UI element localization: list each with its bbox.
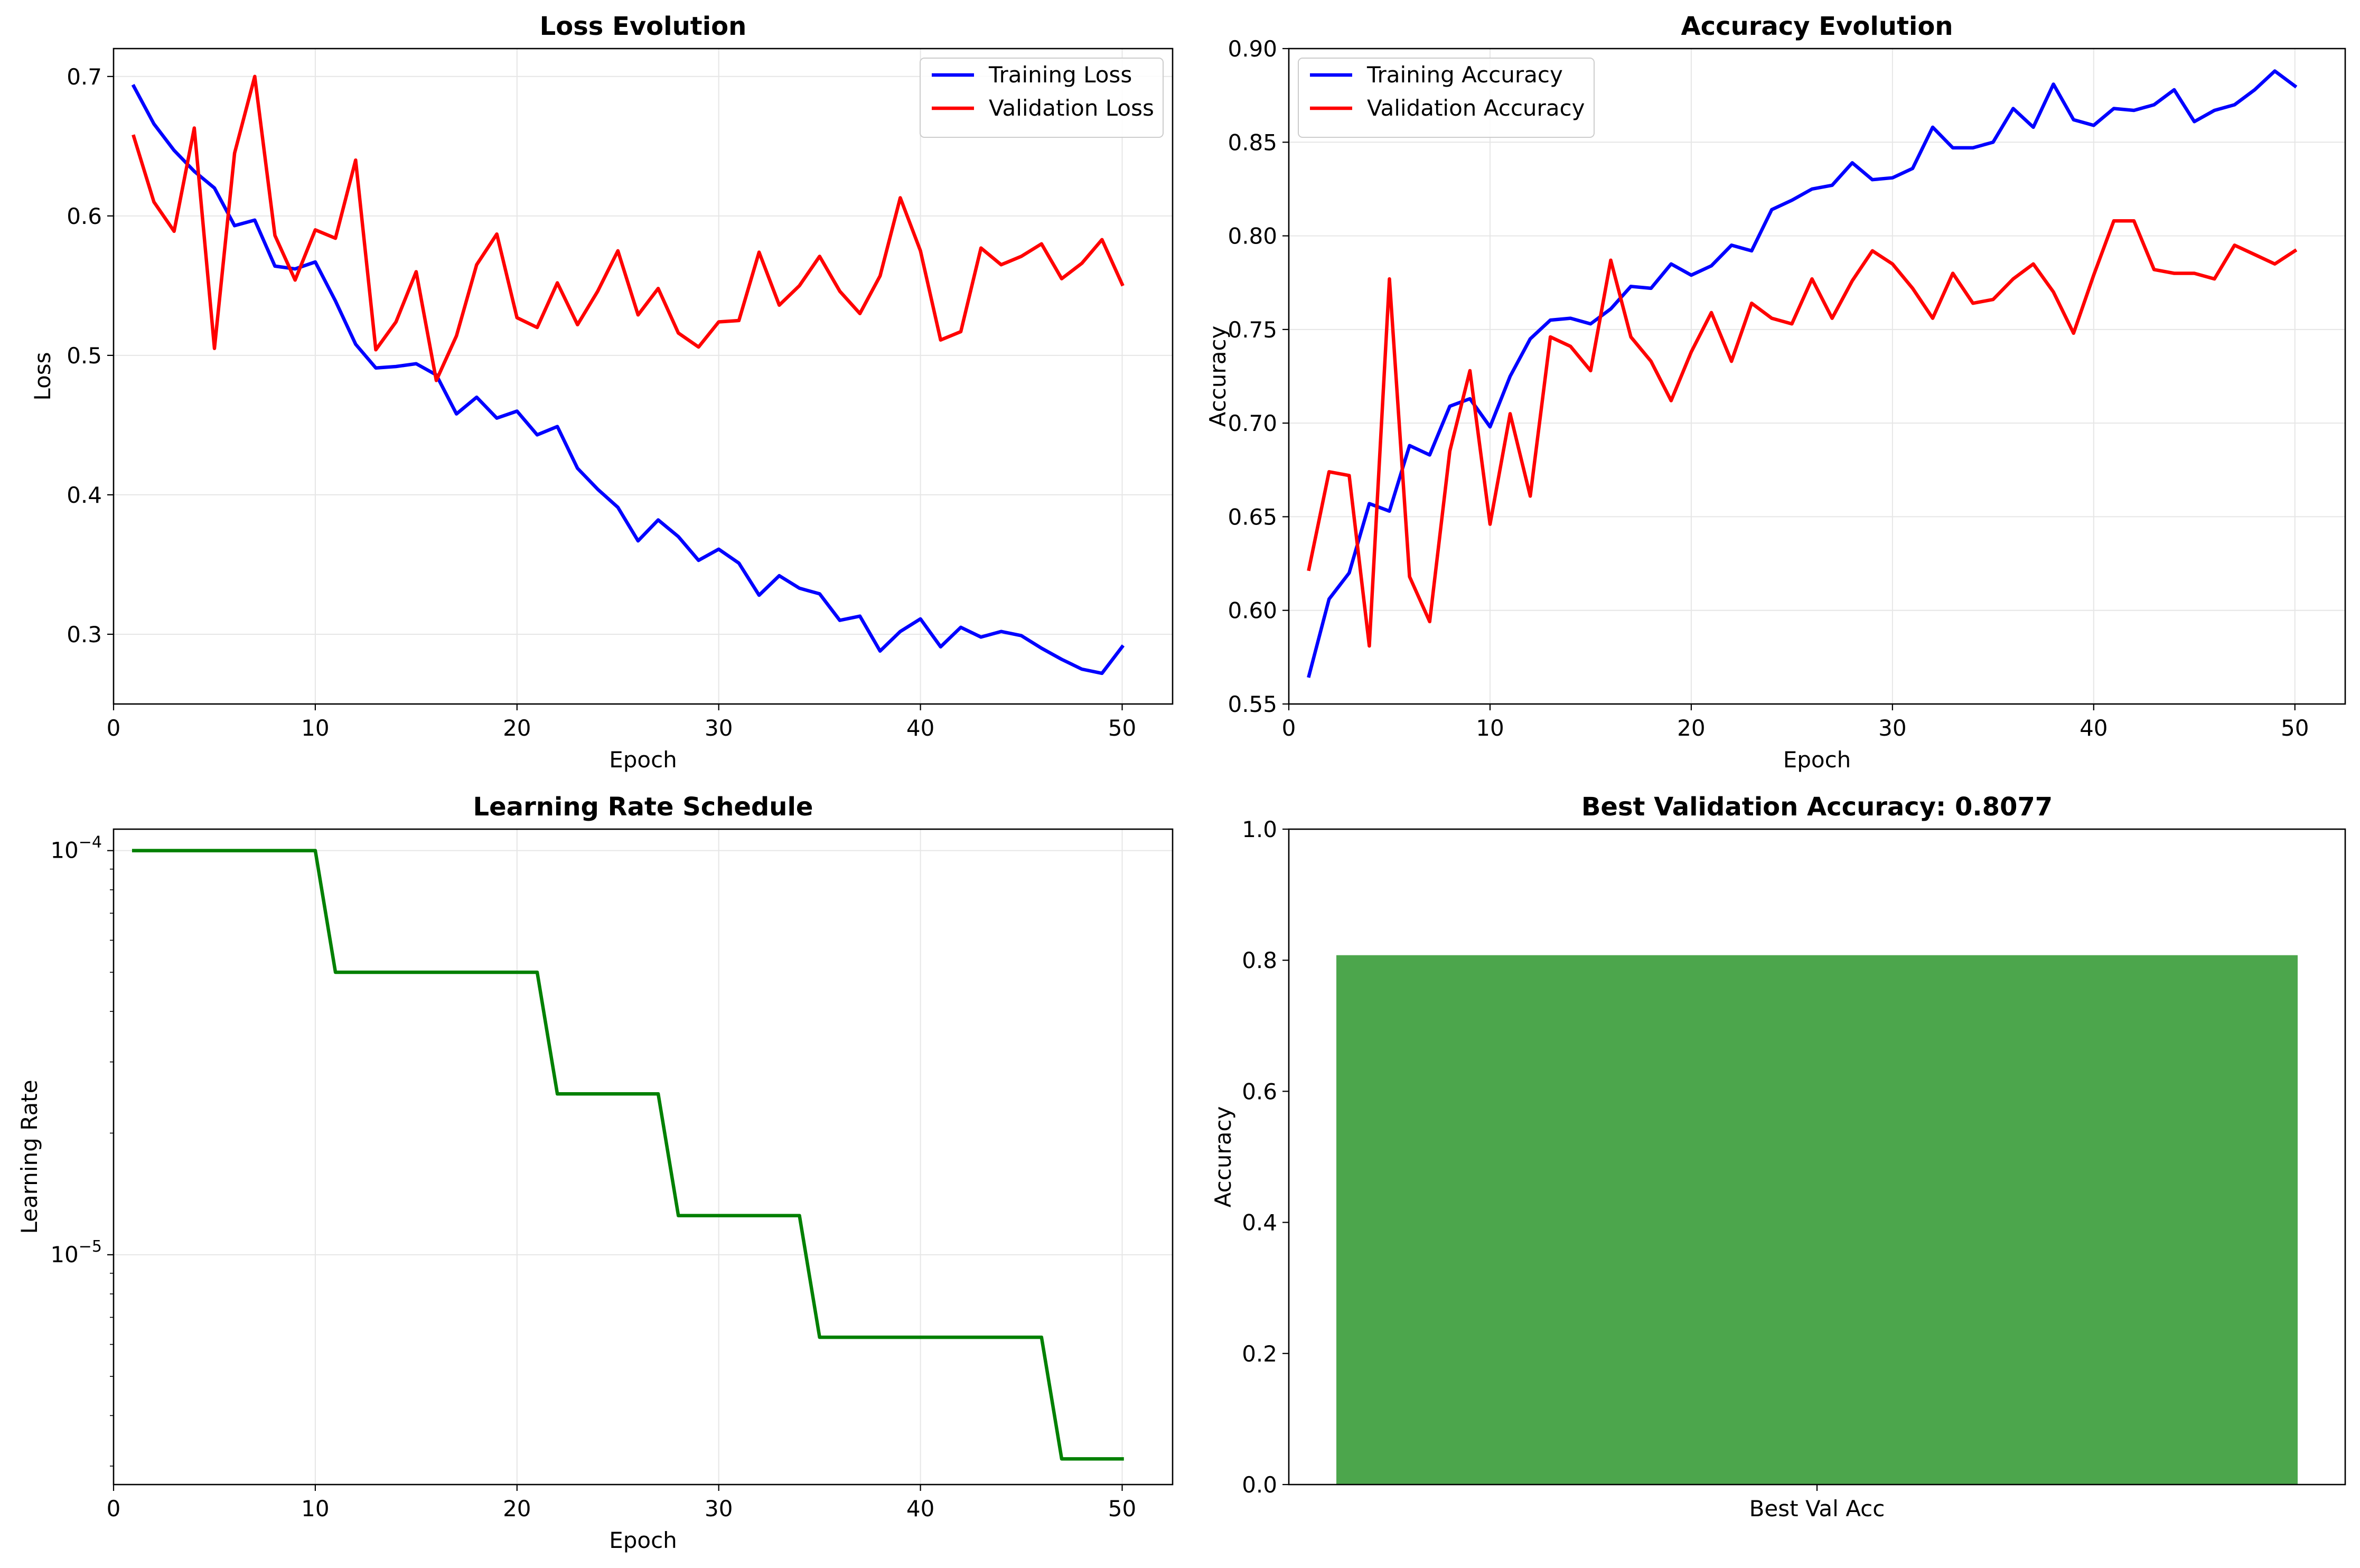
chart-title: Loss Evolution xyxy=(540,12,747,41)
y-tick-label: 0.7 xyxy=(67,64,102,90)
x-tick-label: 10 xyxy=(301,1496,329,1522)
x-tick-label: 0 xyxy=(107,1496,121,1522)
x-tick-label: 20 xyxy=(503,1496,531,1522)
x-tick-label: 40 xyxy=(906,1496,934,1522)
y-tick-label: 0.6 xyxy=(1242,1078,1277,1104)
axes-frame xyxy=(113,48,1174,705)
series-training-accuracy-line xyxy=(1307,69,2298,678)
chart-title: Best Validation Accuracy: 0.8077 xyxy=(1581,792,2053,822)
legend-label: Validation Accuracy xyxy=(1367,95,1585,121)
x-tick-label: 50 xyxy=(1108,715,1136,741)
y-tick-label: 0.65 xyxy=(1228,504,1277,530)
x-tick-label: 20 xyxy=(1677,715,1705,741)
y-tick-label: 0.0 xyxy=(1242,1472,1277,1498)
series-validation-accuracy-line xyxy=(1307,219,2298,648)
series-learning-rate-line xyxy=(132,849,1124,1461)
x-tick-label: Best Val Acc xyxy=(1749,1496,1885,1522)
x-tick-label: 30 xyxy=(1878,715,1906,741)
chart-panel-3: Learning Rate Schedule 0 10 20 30 40 50 10−5 10−… xyxy=(16,792,1174,1553)
x-tick-label: 50 xyxy=(1108,1496,1136,1522)
chart-panel-1: Loss Evolution 0 10 20 30 40 50 0.3 0.4 0.5 0.6 0.7… xyxy=(30,12,1174,773)
y-tick-label: 0.4 xyxy=(67,482,102,508)
x-axis-label: Epoch xyxy=(609,747,677,773)
y-tick-label: 0.4 xyxy=(1242,1210,1277,1236)
legend-label: Training Loss xyxy=(988,62,1132,88)
y-tick-label: 0.8 xyxy=(1242,947,1277,973)
x-tick-label: 40 xyxy=(2080,715,2108,741)
chart-title: Accuracy Evolution xyxy=(1681,12,1953,41)
axes-frame xyxy=(1288,48,2346,705)
y-axis-label: Learning Rate xyxy=(16,1080,42,1234)
chart-title: Learning Rate Schedule xyxy=(473,792,813,822)
y-axis-label: Accuracy xyxy=(1205,326,1231,427)
y-tick-label: 0.70 xyxy=(1228,410,1277,436)
y-tick-label: 0.80 xyxy=(1228,223,1277,249)
legend-box xyxy=(920,58,1164,138)
y-tick-label: 10−4 xyxy=(50,833,102,863)
y-axis-label: Accuracy xyxy=(1210,1106,1236,1208)
chart-panel-2: Accuracy Evolution 0 10 20 30 40 50 0.55 0.60 0.6… xyxy=(1205,12,2346,773)
x-tick-label: 50 xyxy=(2281,715,2309,741)
legend-box xyxy=(1298,58,1595,138)
series-training-loss-line xyxy=(131,83,1125,675)
axes-frame xyxy=(1288,828,2346,1486)
y-tick-label: 0.90 xyxy=(1228,36,1277,62)
y-tick-label: 0.3 xyxy=(67,622,102,647)
y-tick-label: 0.60 xyxy=(1228,598,1277,624)
y-tick-label: 0.5 xyxy=(67,343,102,369)
x-tick-label: 0 xyxy=(1282,715,1296,741)
series-validation-loss-line xyxy=(132,74,1125,382)
y-tick-label: 0.85 xyxy=(1228,129,1277,155)
y-tick-label: 0.55 xyxy=(1228,691,1277,717)
bar-best-val-acc xyxy=(1336,955,2298,1485)
y-tick-label: 1.0 xyxy=(1242,816,1277,842)
x-axis-label: Epoch xyxy=(609,1527,677,1553)
x-tick-label: 20 xyxy=(503,715,531,741)
x-tick-label: 0 xyxy=(107,715,121,741)
x-tick-label: 40 xyxy=(906,715,934,741)
legend-label: Training Accuracy xyxy=(1366,62,1563,88)
y-tick-label: 0.2 xyxy=(1242,1341,1277,1367)
legend: Training Accuracy Validation Accuracy xyxy=(1298,58,1595,138)
legend: Training Loss Validation Loss xyxy=(920,58,1164,138)
y-axis-label: Loss xyxy=(30,352,55,400)
y-tick-label: 0.6 xyxy=(67,203,102,229)
x-axis-label: Epoch xyxy=(1783,747,1851,773)
y-tick-label: 10−5 xyxy=(50,1237,102,1267)
legend-label: Validation Loss xyxy=(989,95,1154,121)
y-tick-label: 0.75 xyxy=(1228,317,1277,343)
axes-frame xyxy=(113,828,1174,1486)
x-tick-label: 10 xyxy=(1476,715,1504,741)
x-tick-label: 30 xyxy=(705,715,733,741)
chart-panel-4: Best Validation Accuracy: 0.8077 Best Val… xyxy=(1210,792,2346,1522)
x-tick-label: 10 xyxy=(301,715,329,741)
x-tick-label: 30 xyxy=(705,1496,733,1522)
